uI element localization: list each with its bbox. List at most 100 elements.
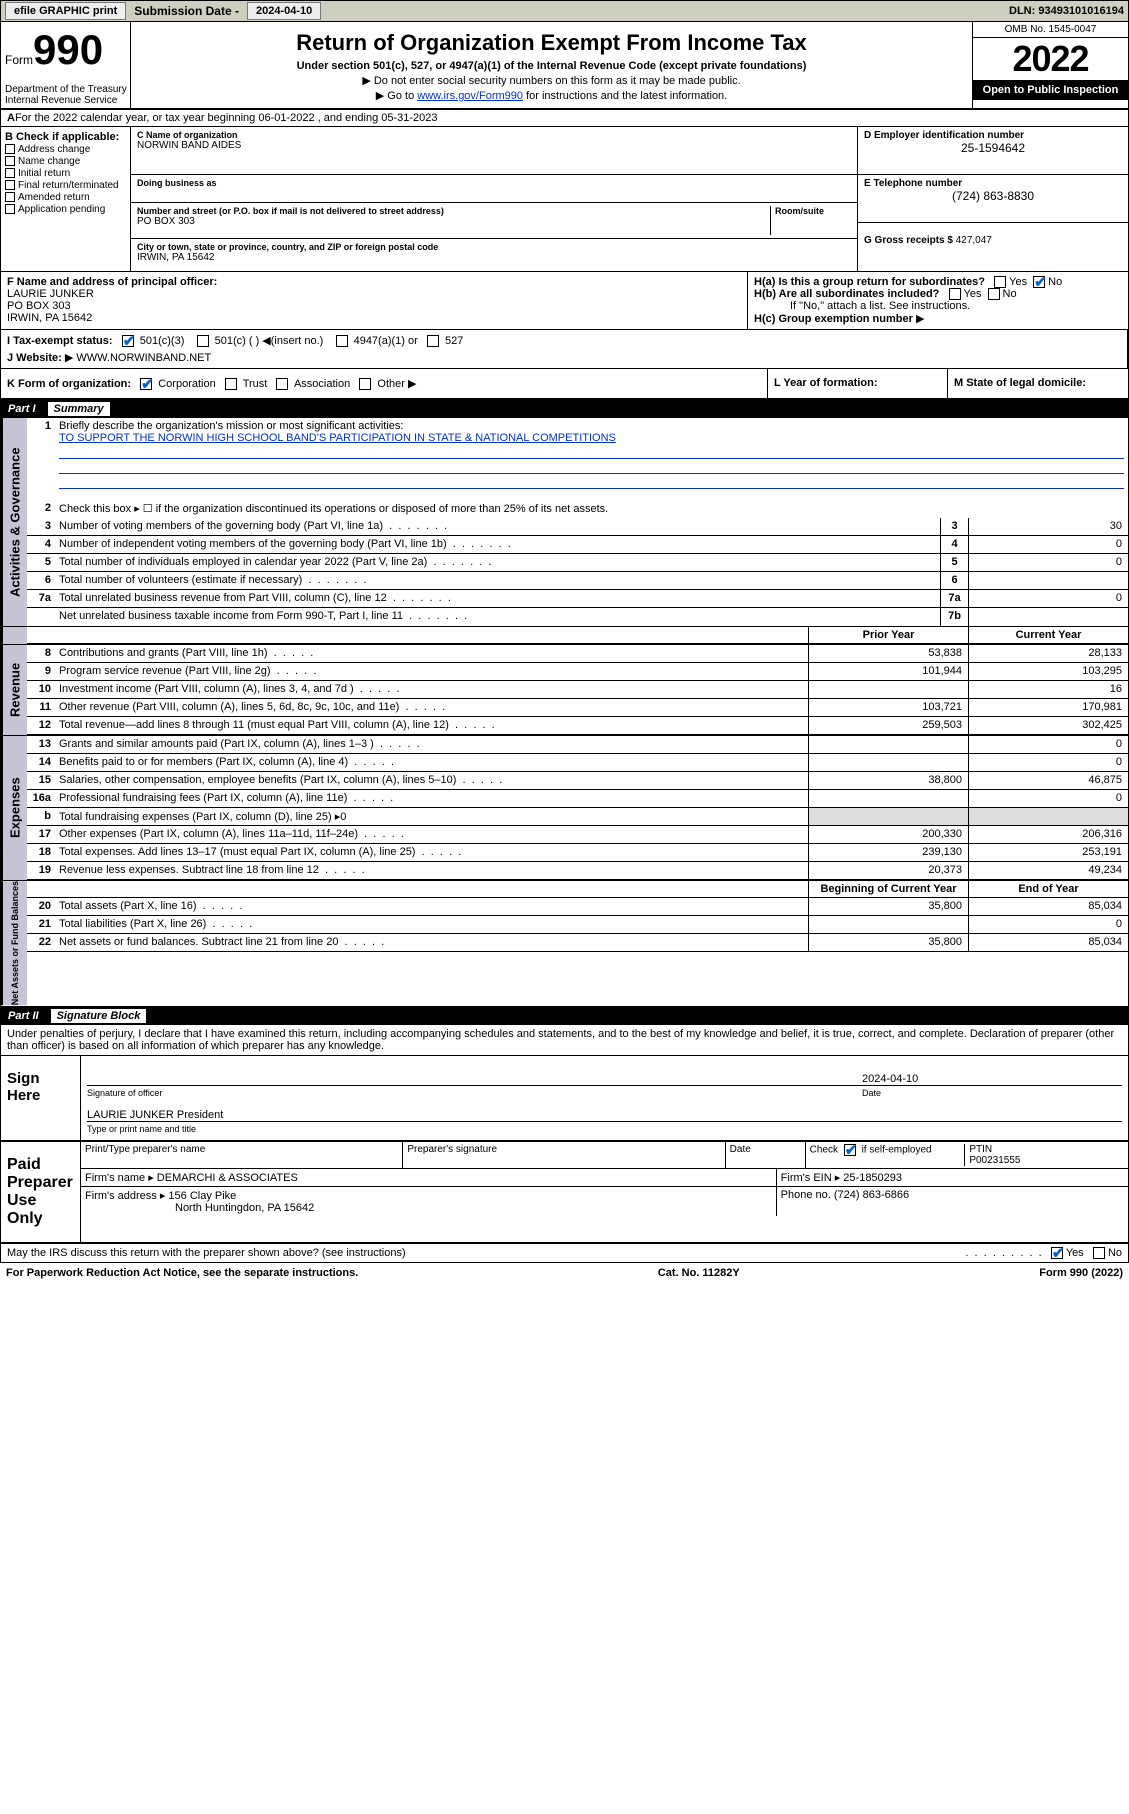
financial-line: 15Salaries, other compensation, employee… (27, 772, 1128, 790)
org-name: NORWIN BAND AIDES (137, 140, 851, 151)
ha-yes-checkbox[interactable] (994, 276, 1006, 288)
form-header: Form990 Department of the Treasury Inter… (0, 22, 1129, 110)
financial-line: 18Total expenses. Add lines 13–17 (must … (27, 844, 1128, 862)
omb-number: OMB No. 1545-0047 (973, 22, 1128, 38)
vlabel-revenue: Revenue (1, 645, 27, 735)
form-word: Form (5, 53, 33, 67)
financial-line: 20Total assets (Part X, line 16) . . . .… (27, 898, 1128, 916)
dln: DLN: 93493101016194 (1009, 5, 1124, 17)
summary-line: 3Number of voting members of the governi… (27, 518, 1128, 536)
row-klm: K Form of organization: Corporation Trus… (0, 369, 1129, 400)
vlabel-activities: Activities & Governance (1, 418, 27, 626)
financial-line: 11Other revenue (Part VIII, column (A), … (27, 699, 1128, 717)
footer-left: For Paperwork Reduction Act Notice, see … (6, 1267, 358, 1279)
form-note-ssn: ▶ Do not enter social security numbers o… (139, 74, 964, 87)
section-activities-governance: Activities & Governance 1Briefly describ… (0, 418, 1129, 627)
col-b-option[interactable]: Initial return (5, 168, 126, 179)
col-b-option[interactable]: Final return/terminated (5, 180, 126, 191)
hb-yes-checkbox[interactable] (949, 288, 961, 300)
gross-receipts: 427,047 (956, 235, 992, 246)
sign-here-label: Sign Here (1, 1056, 81, 1140)
discuss-row: May the IRS discuss this return with the… (0, 1244, 1129, 1263)
k-trust-checkbox[interactable] (225, 378, 237, 390)
financial-line: 8Contributions and grants (Part VIII, li… (27, 645, 1128, 663)
hdr-current-year: Current Year (968, 627, 1128, 643)
paid-preparer-block: Paid Preparer Use Only Print/Type prepar… (0, 1142, 1129, 1244)
summary-line: 5Total number of individuals employed in… (27, 554, 1128, 572)
block-fh: F Name and address of principal officer:… (0, 272, 1129, 330)
line-a-tax-year: A For the 2022 calendar year, or tax yea… (0, 110, 1129, 127)
discuss-yes-checkbox[interactable] (1051, 1247, 1063, 1259)
527-checkbox[interactable] (427, 335, 439, 347)
col-b-option[interactable]: Application pending (5, 204, 126, 215)
row-i-j: I Tax-exempt status: 501(c)(3) 501(c) ( … (0, 330, 1129, 369)
topbar: efile GRAPHIC print Submission Date - 20… (0, 0, 1129, 22)
tax-year: 2022 (973, 38, 1128, 80)
firm-address-2: North Huntingdon, PA 15642 (85, 1202, 314, 1214)
financial-line: 14Benefits paid to or for members (Part … (27, 754, 1128, 772)
4947-checkbox[interactable] (336, 335, 348, 347)
vlabel-expenses: Expenses (1, 736, 27, 880)
department-label: Department of the Treasury Internal Reve… (5, 84, 127, 106)
vlabel-net-assets: Net Assets or Fund Balances (1, 881, 27, 1005)
501c3-checkbox[interactable] (122, 335, 134, 347)
ptin: P00231555 (969, 1155, 1020, 1166)
self-employed-checkbox[interactable] (844, 1144, 856, 1156)
financial-line: 10Investment income (Part VIII, column (… (27, 681, 1128, 699)
firm-address-1: 156 Clay Pike (168, 1190, 236, 1202)
vlabel-blank (1, 627, 27, 644)
part-1-header: Part I Summary (0, 400, 1129, 418)
financial-line: 21Total liabilities (Part X, line 26) . … (27, 916, 1128, 934)
k-assoc-checkbox[interactable] (276, 378, 288, 390)
financial-line: 19Revenue less expenses. Subtract line 1… (27, 862, 1128, 880)
sign-date: 2024-04-10 (862, 1073, 1122, 1085)
col-b-check-applicable: B Check if applicable: Address changeNam… (1, 127, 131, 271)
col-b-option[interactable]: Address change (5, 144, 126, 155)
declaration-text: Under penalties of perjury, I declare th… (0, 1025, 1129, 1056)
part-2-header: Part II Signature Block (0, 1007, 1129, 1025)
col-deg: D Employer identification number25-15946… (858, 127, 1128, 271)
telephone: (724) 863-8830 (864, 189, 1122, 203)
form-note-link: ▶ Go to www.irs.gov/Form990 for instruct… (139, 89, 964, 102)
form-subtitle: Under section 501(c), 527, or 4947(a)(1)… (139, 60, 964, 72)
financial-line: 17Other expenses (Part IX, column (A), l… (27, 826, 1128, 844)
financial-line: 13Grants and similar amounts paid (Part … (27, 736, 1128, 754)
section-net-assets: Net Assets or Fund Balances Beginning of… (0, 881, 1129, 1006)
financial-line: 9Program service revenue (Part VIII, lin… (27, 663, 1128, 681)
ha-no-checkbox[interactable] (1033, 276, 1045, 288)
col-b-option[interactable]: Name change (5, 156, 126, 167)
paid-preparer-label: Paid Preparer Use Only (1, 1142, 81, 1242)
mission-text: TO SUPPORT THE NORWIN HIGH SCHOOL BAND'S… (59, 432, 1124, 444)
org-street: PO BOX 303 (137, 216, 770, 227)
website: WWW.NORWINBAND.NET (76, 352, 211, 364)
501c-checkbox[interactable] (197, 335, 209, 347)
officer-name: LAURIE JUNKER President (87, 1109, 223, 1121)
financial-line: 16aProfessional fundraising fees (Part I… (27, 790, 1128, 808)
form-title: Return of Organization Exempt From Incom… (139, 30, 964, 56)
k-corp-checkbox[interactable] (140, 378, 152, 390)
financial-line: bTotal fundraising expenses (Part IX, co… (27, 808, 1128, 826)
summary-line: 7aTotal unrelated business revenue from … (27, 590, 1128, 608)
page-footer: For Paperwork Reduction Act Notice, see … (0, 1263, 1129, 1283)
col-c-org-info: C Name of organizationNORWIN BAND AIDES … (131, 127, 858, 271)
form-number: 990 (33, 26, 103, 73)
submission-date-label: Submission Date - (134, 4, 239, 18)
hdr-prior-year: Prior Year (808, 627, 968, 643)
footer-right: Form 990 (2022) (1039, 1267, 1123, 1279)
sign-here-block: Sign Here 2024-04-10 Signature of office… (0, 1056, 1129, 1142)
submission-date-button[interactable]: 2024-04-10 (247, 2, 321, 20)
section-expenses: Expenses 13Grants and similar amounts pa… (0, 736, 1129, 881)
irs-link[interactable]: www.irs.gov/Form990 (417, 90, 523, 102)
hdr-eoy: End of Year (968, 881, 1128, 897)
principal-officer: F Name and address of principal officer:… (1, 272, 748, 329)
discuss-no-checkbox[interactable] (1093, 1247, 1105, 1259)
col-h-group: H(a) Is this a group return for subordin… (748, 272, 1128, 329)
footer-mid: Cat. No. 11282Y (658, 1267, 740, 1279)
hdr-boy: Beginning of Current Year (808, 881, 968, 897)
open-inspection-badge: Open to Public Inspection (973, 80, 1128, 100)
col-b-option[interactable]: Amended return (5, 192, 126, 203)
hb-no-checkbox[interactable] (988, 288, 1000, 300)
summary-line: 6Total number of volunteers (estimate if… (27, 572, 1128, 590)
efile-print-button[interactable]: efile GRAPHIC print (5, 2, 126, 20)
k-other-checkbox[interactable] (359, 378, 371, 390)
